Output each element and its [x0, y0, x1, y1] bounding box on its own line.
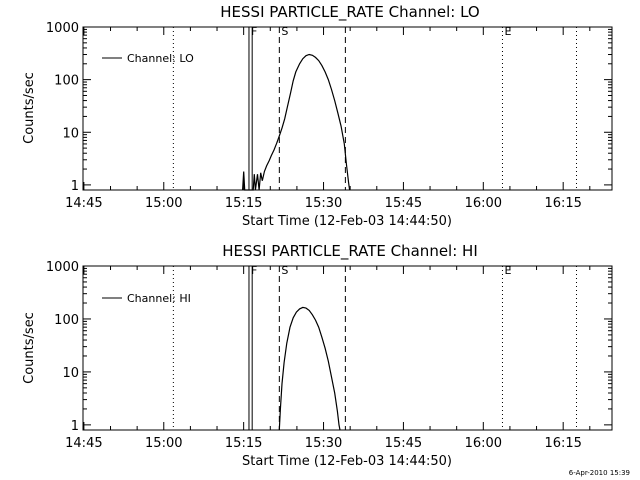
event-marker-label: F: [251, 264, 257, 277]
x-tick-label: 15:00: [145, 436, 182, 451]
x-tick-label: 15:15: [225, 436, 262, 451]
chart-title: HESSI PARTICLE_RATE Channel: LO: [220, 3, 479, 22]
y-axis-label: Counts/sec: [22, 72, 37, 144]
legend-label: Channel: HI: [127, 292, 191, 305]
x-tick-label: 16:00: [465, 196, 502, 211]
x-tick-label: 16:15: [544, 436, 581, 451]
x-tick-label: 16:15: [544, 196, 581, 211]
chart-panel-hi: HESSI PARTICLE_RATE Channel: HI 14:45 15:…: [22, 242, 613, 469]
y-tick-label: 1: [71, 179, 79, 194]
x-axis-label: Start Time (12-Feb-03 14:44:50): [242, 214, 452, 229]
x-tick-label: 14:45: [65, 196, 102, 211]
x-tick-label: 15:30: [305, 436, 342, 451]
event-marker-label: S: [281, 25, 288, 38]
x-tick-label: 14:45: [65, 436, 102, 451]
x-tick-label: 15:30: [305, 196, 342, 211]
x-tick-label: 15:45: [385, 196, 422, 211]
series-line: [278, 306, 341, 431]
event-marker-label: E: [504, 264, 511, 277]
y-tick-label: 1000: [46, 260, 79, 275]
timestamp: 6-Apr-2010 15:39: [569, 469, 630, 477]
plot-frame: [82, 26, 613, 191]
y-tick-label: 100: [54, 74, 79, 89]
y-tick-label: 10: [62, 126, 79, 141]
event-marker-label: F: [251, 25, 257, 38]
legend-label: Channel: LO: [127, 52, 194, 65]
event-marker-label: S: [281, 264, 288, 277]
chart-panel-lo: HESSI PARTICLE_RATE Channel: LO 14:45 15:…: [22, 3, 613, 229]
y-tick-label: 100: [54, 313, 79, 328]
event-marker-label: E: [504, 25, 511, 38]
y-tick-label: 1000: [46, 21, 79, 36]
x-tick-label: 16:00: [465, 436, 502, 451]
y-axis-label: Counts/sec: [22, 312, 37, 384]
series-line: [242, 53, 351, 191]
y-tick-label: 10: [62, 366, 79, 381]
x-tick-label: 15:15: [225, 196, 262, 211]
plot-frame: [82, 265, 613, 431]
x-axis-label: Start Time (12-Feb-03 14:44:50): [242, 454, 452, 469]
x-tick-label: 15:45: [385, 436, 422, 451]
chart-title: HESSI PARTICLE_RATE Channel: HI: [222, 242, 478, 261]
y-tick-label: 1: [71, 419, 79, 434]
x-tick-label: 15:00: [145, 196, 182, 211]
